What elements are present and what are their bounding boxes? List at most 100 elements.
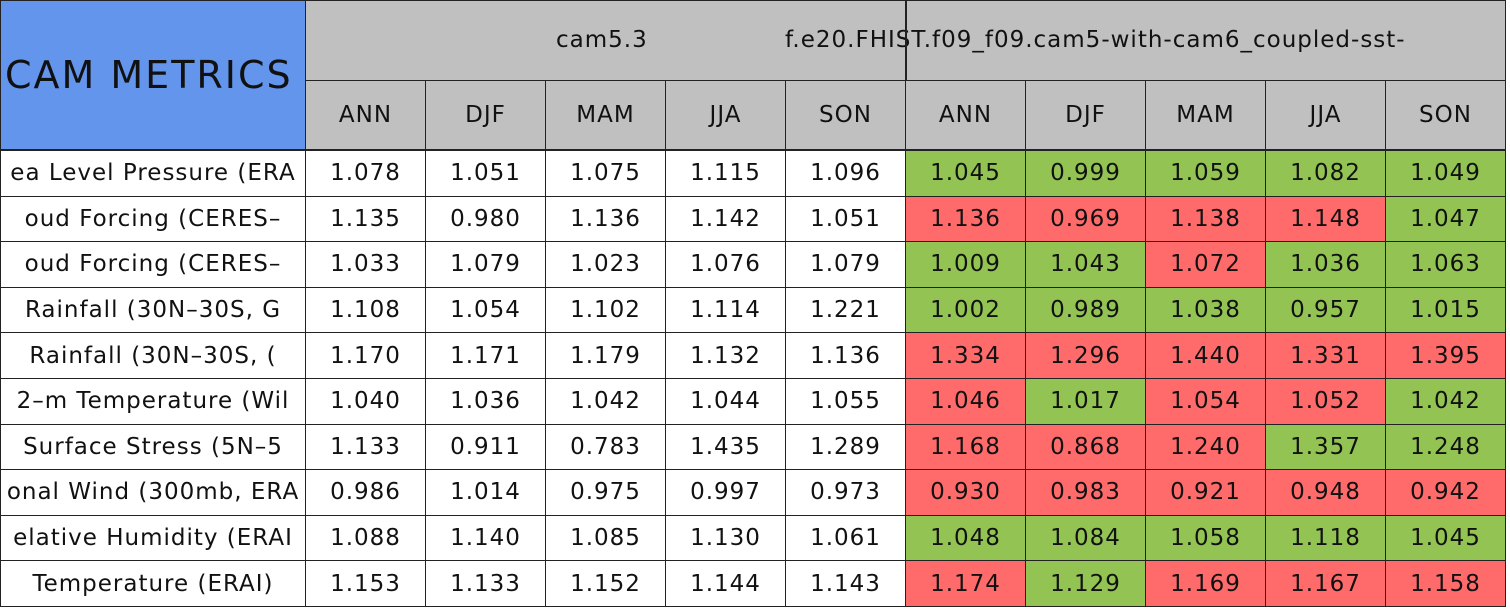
row-label: oud Forcing (CERES– <box>0 195 306 243</box>
metric-value: 0.930 <box>905 469 1026 516</box>
metric-value: 1.136 <box>905 195 1026 243</box>
metric-value: 1.435 <box>665 423 786 471</box>
metric-value: 1.054 <box>425 286 546 334</box>
metric-value: 1.042 <box>1385 378 1506 425</box>
metric-value: 1.036 <box>1265 241 1386 288</box>
metric-value: 1.078 <box>305 150 426 197</box>
metric-value: 1.036 <box>425 378 546 425</box>
metric-value: 0.942 <box>1385 469 1506 516</box>
metric-value: 1.015 <box>1385 286 1506 334</box>
metric-value: 1.033 <box>305 241 426 288</box>
metric-value: 0.975 <box>545 469 666 516</box>
metric-value: 1.046 <box>905 378 1026 425</box>
metric-value: 1.169 <box>1145 560 1266 607</box>
metric-value: 1.054 <box>1145 378 1266 425</box>
metric-value: 1.059 <box>1145 150 1266 197</box>
group-label: f.e20.FHIST.f09_f09.cam5-with-cam6_coupl… <box>785 27 1406 53</box>
metric-value: 1.129 <box>1025 560 1146 607</box>
column-header: MAM <box>1145 80 1266 150</box>
metric-value: 0.997 <box>665 469 786 516</box>
metric-value: 1.118 <box>1265 514 1386 562</box>
metric-value: 1.047 <box>1385 195 1506 243</box>
metric-value: 1.289 <box>785 423 906 471</box>
metric-value: 1.296 <box>1025 332 1146 379</box>
metric-value: 1.132 <box>665 332 786 379</box>
metric-value: 1.045 <box>905 150 1026 197</box>
metric-value: 1.357 <box>1265 423 1386 471</box>
metric-value: 1.108 <box>305 286 426 334</box>
metric-value: 1.052 <box>1265 378 1386 425</box>
metric-value: 0.948 <box>1265 469 1386 516</box>
metric-value: 1.115 <box>665 150 786 197</box>
metric-value: 0.999 <box>1025 150 1146 197</box>
metric-value: 1.221 <box>785 286 906 334</box>
metric-value: 1.174 <box>905 560 1026 607</box>
column-header: ANN <box>905 80 1026 150</box>
column-header: MAM <box>545 80 666 150</box>
column-header: DJF <box>425 80 546 150</box>
row-label: onal Wind (300mb, ERA <box>0 469 306 516</box>
metric-value: 1.167 <box>1265 560 1386 607</box>
metric-value: 1.133 <box>305 423 426 471</box>
metric-value: 0.989 <box>1025 286 1146 334</box>
metric-value: 1.153 <box>305 560 426 607</box>
metric-value: 1.051 <box>425 150 546 197</box>
column-header: DJF <box>1025 80 1146 150</box>
metric-value: 1.130 <box>665 514 786 562</box>
metric-value: 1.168 <box>905 423 1026 471</box>
metric-value: 1.148 <box>1265 195 1386 243</box>
metric-value: 1.014 <box>425 469 546 516</box>
metric-value: 1.140 <box>425 514 546 562</box>
metric-value: 1.144 <box>665 560 786 607</box>
metric-value: 1.042 <box>545 378 666 425</box>
metric-value: 1.049 <box>1385 150 1506 197</box>
metric-value: 0.921 <box>1145 469 1266 516</box>
metric-value: 0.986 <box>305 469 426 516</box>
column-header: SON <box>785 80 906 150</box>
group-label: cam5.3 <box>556 27 648 53</box>
group-header-box <box>305 0 906 81</box>
metric-value: 1.138 <box>1145 195 1266 243</box>
metric-value: 1.084 <box>1025 514 1146 562</box>
metric-value: 1.063 <box>1385 241 1506 288</box>
metric-value: 1.096 <box>785 150 906 197</box>
metric-value: 1.179 <box>545 332 666 379</box>
metric-value: 1.043 <box>1025 241 1146 288</box>
metric-value: 0.969 <box>1025 195 1146 243</box>
metric-value: 1.152 <box>545 560 666 607</box>
metric-value: 1.076 <box>665 241 786 288</box>
group-divider <box>905 0 907 81</box>
column-header: JJA <box>665 80 786 150</box>
metric-value: 1.088 <box>305 514 426 562</box>
metric-value: 0.980 <box>425 195 546 243</box>
metric-value: 0.983 <box>1025 469 1146 516</box>
metric-value: 0.957 <box>1265 286 1386 334</box>
metric-value: 1.079 <box>785 241 906 288</box>
row-label: ea Level Pressure (ERA <box>0 150 306 197</box>
metric-value: 1.133 <box>425 560 546 607</box>
metric-value: 1.240 <box>1145 423 1266 471</box>
row-label: Rainfall (30N–30S, ( <box>0 332 306 379</box>
metric-value: 1.023 <box>545 241 666 288</box>
metric-value: 1.085 <box>545 514 666 562</box>
metric-value: 1.044 <box>665 378 786 425</box>
metric-value: 1.017 <box>1025 378 1146 425</box>
column-header: JJA <box>1265 80 1386 150</box>
row-label: elative Humidity (ERAI <box>0 514 306 562</box>
metric-value: 1.002 <box>905 286 1026 334</box>
metric-value: 1.045 <box>1385 514 1506 562</box>
metric-value: 1.440 <box>1145 332 1266 379</box>
metric-value: 1.136 <box>545 195 666 243</box>
metric-value: 1.058 <box>1145 514 1266 562</box>
metric-value: 0.973 <box>785 469 906 516</box>
metric-value: 1.158 <box>1385 560 1506 607</box>
metric-value: 1.171 <box>425 332 546 379</box>
metric-value: 1.040 <box>305 378 426 425</box>
metric-value: 1.048 <box>905 514 1026 562</box>
column-header: ANN <box>305 80 426 150</box>
row-label: Surface Stress (5N–5 <box>0 423 306 471</box>
metric-value: 1.334 <box>905 332 1026 379</box>
metric-value: 1.142 <box>665 195 786 243</box>
metric-value: 1.331 <box>1265 332 1386 379</box>
